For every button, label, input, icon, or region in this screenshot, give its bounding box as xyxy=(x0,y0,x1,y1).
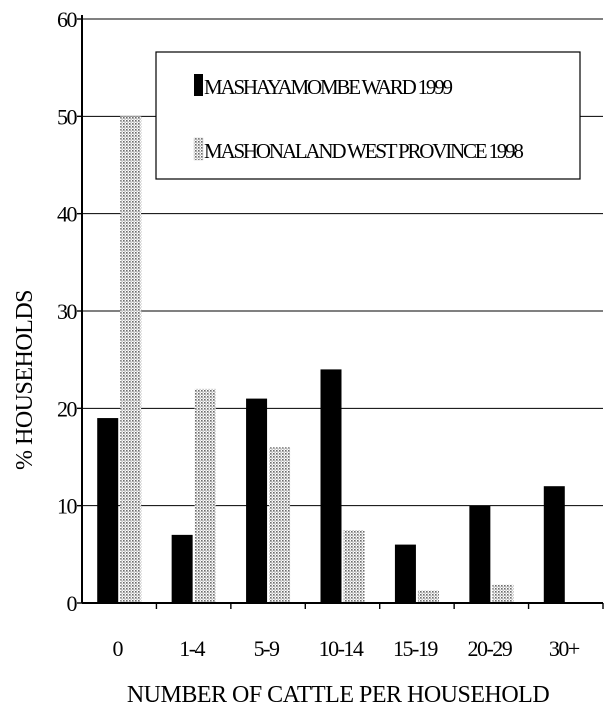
bar-ward xyxy=(469,505,491,603)
y-axis-title: % HOUSEHOLDS xyxy=(12,290,38,470)
bar-province xyxy=(194,388,216,603)
legend-label-province: MASHONALAND WEST PROVINCE 1998 xyxy=(204,139,523,163)
bar-province xyxy=(417,590,439,603)
y-tick-labels: 0 10 20 30 40 50 60 xyxy=(57,7,82,616)
legend-swatch-province xyxy=(193,137,204,161)
bar-province xyxy=(343,530,365,603)
x-tick-label: 1-4 xyxy=(179,636,205,661)
bar-province xyxy=(492,584,514,603)
y-tick-label: 60 xyxy=(57,7,78,32)
x-tick-label: 30+ xyxy=(549,636,580,661)
legend-swatch-ward xyxy=(194,74,203,96)
x-tick-label: 10-14 xyxy=(319,636,364,661)
y-tick-label: 40 xyxy=(57,202,78,227)
bar-ward xyxy=(320,369,342,603)
x-tick-labels: 0 1-4 5-9 10-14 15-19 20-29 30+ xyxy=(112,603,604,661)
bar-ward xyxy=(394,544,416,603)
bar-ward xyxy=(97,418,119,603)
y-tick-label: 50 xyxy=(57,104,78,129)
bar-ward xyxy=(171,534,193,603)
x-tick-label: 5-9 xyxy=(254,636,280,661)
legend-box xyxy=(155,51,581,180)
y-tick-label: 30 xyxy=(57,299,78,324)
bars xyxy=(97,116,565,603)
bar-ward xyxy=(543,486,565,603)
y-tick-label: 20 xyxy=(57,396,78,421)
legend-label-ward: MASHAYAMOMBE WARD 1999 xyxy=(204,75,453,99)
x-tick-label: 20-29 xyxy=(467,636,512,661)
x-tick-label: 0 xyxy=(112,636,123,661)
legend: MASHAYAMOMBE WARD 1999 MASHONALAND WEST … xyxy=(155,51,581,180)
y-tick-label: 0 xyxy=(67,591,78,616)
bar-ward xyxy=(246,398,268,603)
bar-province xyxy=(120,116,142,603)
x-axis-title: NUMBER OF CATTLE PER HOUSEHOLD xyxy=(127,682,550,708)
y-tick-label: 10 xyxy=(57,494,78,519)
bar-province xyxy=(269,447,291,603)
x-tick-label: 15-19 xyxy=(393,636,438,661)
